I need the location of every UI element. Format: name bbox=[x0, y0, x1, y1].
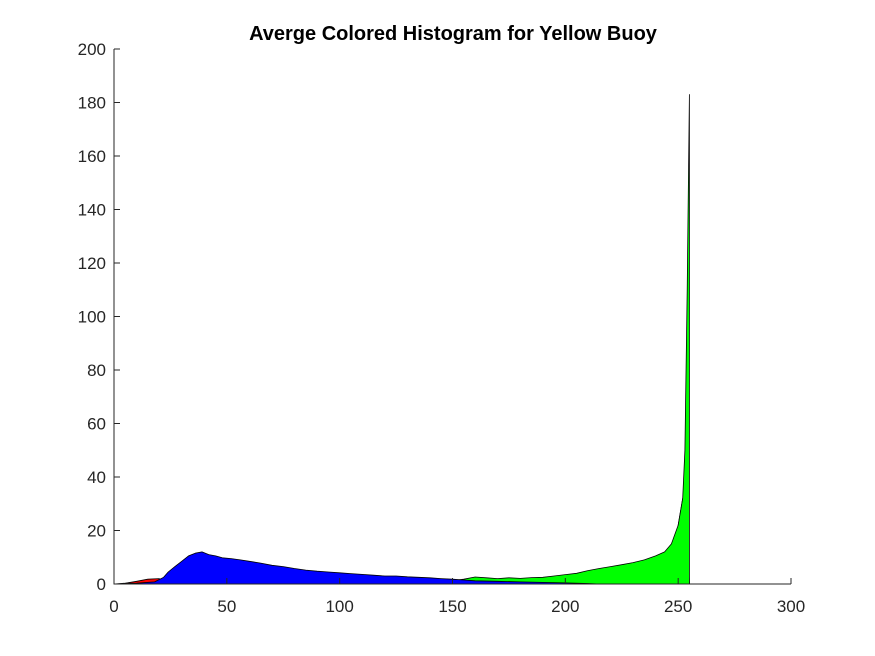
y-tick-label: 20 bbox=[87, 522, 106, 541]
y-tick-label: 40 bbox=[87, 468, 106, 487]
y-tick-label: 60 bbox=[87, 415, 106, 434]
series-area-1 bbox=[113, 94, 690, 585]
chart-title: Averge Colored Histogram for Yellow Buoy bbox=[249, 23, 658, 45]
x-tick-label: 0 bbox=[109, 597, 118, 616]
y-tick-label: 100 bbox=[78, 308, 106, 327]
x-axis-ticks: 0 50 100 150 200 250 300 bbox=[109, 578, 805, 616]
y-tick-label: 140 bbox=[78, 201, 106, 220]
x-tick-label: 150 bbox=[438, 597, 466, 616]
x-tick-label: 200 bbox=[551, 597, 579, 616]
y-axis-ticks: 0 20 40 60 80 100 120 140 160 180 200 bbox=[78, 40, 120, 594]
y-tick-label: 0 bbox=[97, 575, 106, 594]
x-tick-label: 50 bbox=[217, 597, 236, 616]
histogram-areas bbox=[113, 94, 690, 585]
y-tick-label: 180 bbox=[78, 94, 106, 113]
y-tick-label: 120 bbox=[78, 254, 106, 273]
y-tick-label: 80 bbox=[87, 361, 106, 380]
x-tick-label: 250 bbox=[664, 597, 692, 616]
y-tick-label: 200 bbox=[78, 40, 106, 59]
x-tick-label: 100 bbox=[325, 597, 353, 616]
series-area-2 bbox=[113, 551, 600, 585]
y-tick-label: 160 bbox=[78, 147, 106, 166]
x-tick-label: 300 bbox=[777, 597, 805, 616]
